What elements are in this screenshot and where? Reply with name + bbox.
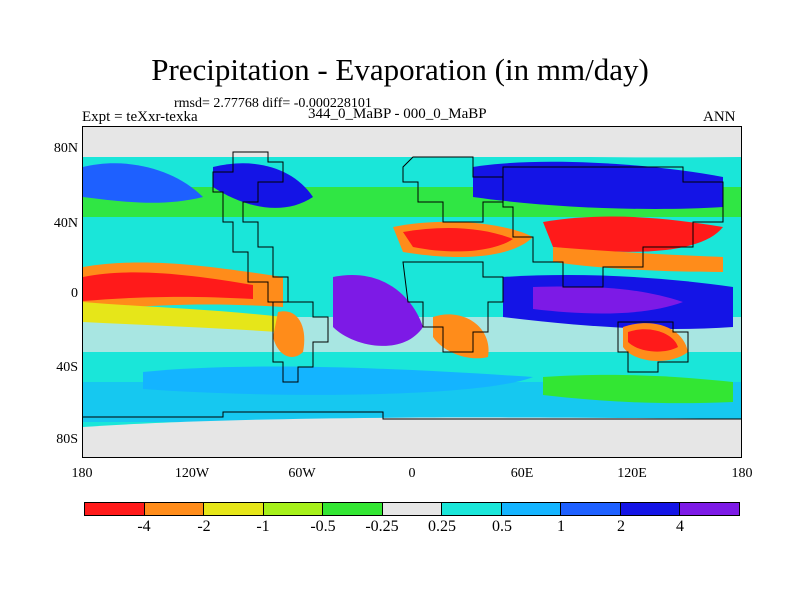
colorbar-label: -0.5 xyxy=(310,518,336,535)
season-label: ANN xyxy=(703,109,736,125)
field-maritime-purple xyxy=(533,286,683,314)
x-tick-60w: 60W xyxy=(288,466,316,481)
rmsd-diff-stats: rmsd= 2.77768 diff= -0.000228101 xyxy=(174,96,372,111)
y-tick-0: 0 xyxy=(71,286,78,301)
field-npac-blue xyxy=(83,163,203,203)
map-title: Precipitation - Evaporation (in mm/day) xyxy=(151,52,649,87)
colorbar-label: 0.25 xyxy=(428,518,456,535)
coastline-europe xyxy=(402,156,504,223)
y-tick-80n: 80N xyxy=(53,141,78,156)
coastline-north-america xyxy=(212,151,289,303)
field-asia-orange xyxy=(553,247,723,272)
y-tick-40n: 40N xyxy=(53,216,78,231)
colorbar-box xyxy=(382,503,443,515)
colorbar-label: -2 xyxy=(197,518,211,535)
coastline-africa xyxy=(402,261,504,353)
coastline-south-america xyxy=(272,301,329,383)
colorbar-box xyxy=(204,503,264,515)
colorbar-box xyxy=(263,503,324,515)
field-pacific-red xyxy=(83,272,253,301)
x-tick-120w: 120W xyxy=(174,466,210,481)
field-pacific-yellow xyxy=(83,302,283,332)
field-siberia-blue xyxy=(473,161,723,209)
field-southocean-blue xyxy=(143,366,533,395)
field-asia-red xyxy=(543,216,723,252)
y-tick-80s: 80S xyxy=(56,432,78,447)
x-tick-180e: 180 xyxy=(731,466,753,481)
colorbar-box xyxy=(561,503,621,515)
colorbar-box xyxy=(620,503,681,515)
precip-evap-map xyxy=(82,126,742,458)
colorbar-label: -0.25 xyxy=(365,518,399,535)
coastline-asia xyxy=(502,166,724,288)
colorbar-label: 1 xyxy=(557,518,565,535)
field-atlantic-purple xyxy=(333,275,423,346)
experiment-label: Expt = teXxr-texka xyxy=(82,109,198,125)
colorbar-box xyxy=(680,503,740,515)
x-tick-180w: 180 xyxy=(71,466,93,481)
colorbar-box xyxy=(85,503,145,515)
colorbar-label: -4 xyxy=(137,518,151,535)
colorbar-label: 2 xyxy=(617,518,625,535)
colorbar-label: -1 xyxy=(256,518,270,535)
map-canvas xyxy=(83,127,741,457)
field-southocean-green xyxy=(543,374,733,404)
x-tick-60e: 60E xyxy=(510,466,534,481)
colorbar-label: 4 xyxy=(676,518,684,535)
colorbar-box xyxy=(144,503,205,515)
field-safrica-orange xyxy=(433,314,489,359)
colorbar xyxy=(84,502,740,516)
coastline-antarctica xyxy=(83,411,741,420)
field-namerica-dark xyxy=(213,163,313,208)
coastlines xyxy=(83,151,741,420)
field-eurasia-red xyxy=(403,227,513,252)
y-tick-40s: 40S xyxy=(56,360,78,375)
field-australia-red xyxy=(628,329,678,352)
colorbar-box xyxy=(442,503,502,515)
period-label: 344_0_MaBP - 000_0_MaBP xyxy=(308,106,487,122)
colorbar-box xyxy=(501,503,562,515)
coastline-australia xyxy=(617,321,689,373)
colorbar-box xyxy=(323,503,383,515)
field-samerica-orange xyxy=(273,311,305,357)
field-arctic-missing xyxy=(83,127,741,158)
field-antarctica-missing xyxy=(83,417,741,457)
x-tick-120e: 120E xyxy=(617,466,647,481)
x-tick-0: 0 xyxy=(408,466,416,481)
colorbar-label: 0.5 xyxy=(492,518,512,535)
